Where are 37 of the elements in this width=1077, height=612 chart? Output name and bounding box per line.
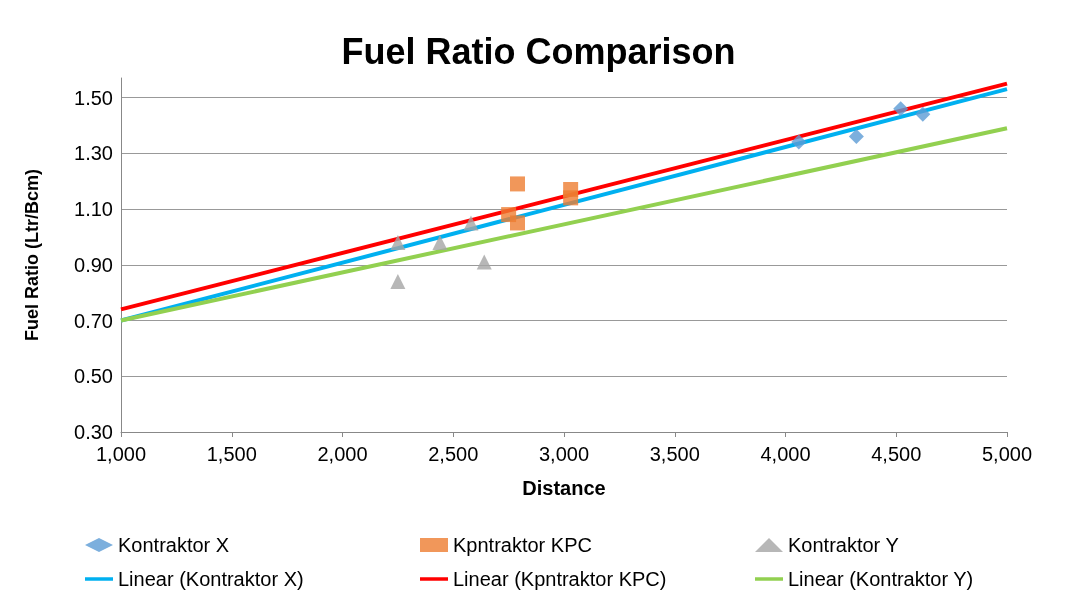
y-tick-label: 1.50 (74, 86, 113, 109)
point (390, 273, 406, 289)
x-tick-label: 4,500 (871, 443, 922, 465)
legend-label: Linear (Kpntraktor KPC) (453, 568, 667, 590)
point (509, 176, 525, 192)
legend-label: Kontraktor Y (788, 534, 899, 556)
point (848, 129, 864, 145)
point (915, 106, 931, 122)
y-tick-label: 1.30 (74, 142, 113, 165)
point (432, 234, 448, 250)
x-tick-label: 3,000 (538, 443, 590, 465)
x-tick-label: 5,000 (981, 443, 1033, 465)
y-tick-label: 1.10 (74, 198, 113, 221)
x-tick-label: 2,500 (428, 443, 479, 465)
point (390, 234, 406, 250)
chart-title: Fuel Ratio Comparison (341, 30, 736, 72)
y-tick-label: 0.30 (74, 421, 113, 443)
x-tick-label: 4,000 (760, 443, 811, 465)
y-tick-label: 0.90 (74, 253, 113, 276)
point (463, 215, 479, 231)
legend-label: Linear (Kontraktor Y) (788, 568, 974, 590)
legend-label: Kontraktor X (118, 534, 230, 556)
legend-label: Linear (Kontraktor X) (118, 568, 304, 590)
x-axis-title: Distance (522, 477, 606, 499)
y-axis-title: Fuel Ratio (Ltr/Bcm) (22, 168, 42, 342)
point (791, 134, 807, 150)
point (509, 215, 525, 231)
point (893, 101, 909, 117)
x-tick-label: 1,500 (206, 443, 257, 465)
y-tick-label: 0.70 (74, 309, 113, 332)
legend-label: Kpntraktor KPC (453, 534, 592, 556)
point (476, 254, 492, 270)
x-tick-label: 1,000 (95, 443, 147, 465)
point (563, 190, 579, 206)
y-tick-label: 0.50 (74, 365, 113, 388)
x-tick-label: 2,000 (317, 443, 368, 465)
x-tick-label: 3,500 (649, 443, 700, 465)
